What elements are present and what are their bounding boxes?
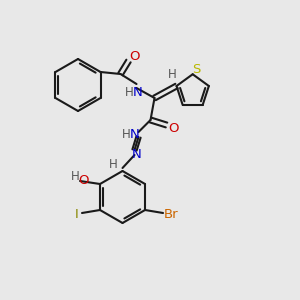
Text: I: I — [75, 208, 79, 221]
Text: N: N — [133, 85, 142, 98]
Text: H: H — [125, 85, 134, 98]
Text: O: O — [168, 122, 179, 134]
Text: Br: Br — [164, 208, 178, 221]
Text: O: O — [78, 173, 88, 187]
Text: S: S — [193, 63, 201, 76]
Text: H: H — [168, 68, 177, 82]
Text: H: H — [70, 169, 80, 182]
Text: N: N — [132, 148, 141, 161]
Text: N: N — [130, 128, 140, 142]
Text: O: O — [129, 50, 140, 64]
Text: H: H — [122, 128, 131, 142]
Text: H: H — [109, 158, 118, 172]
